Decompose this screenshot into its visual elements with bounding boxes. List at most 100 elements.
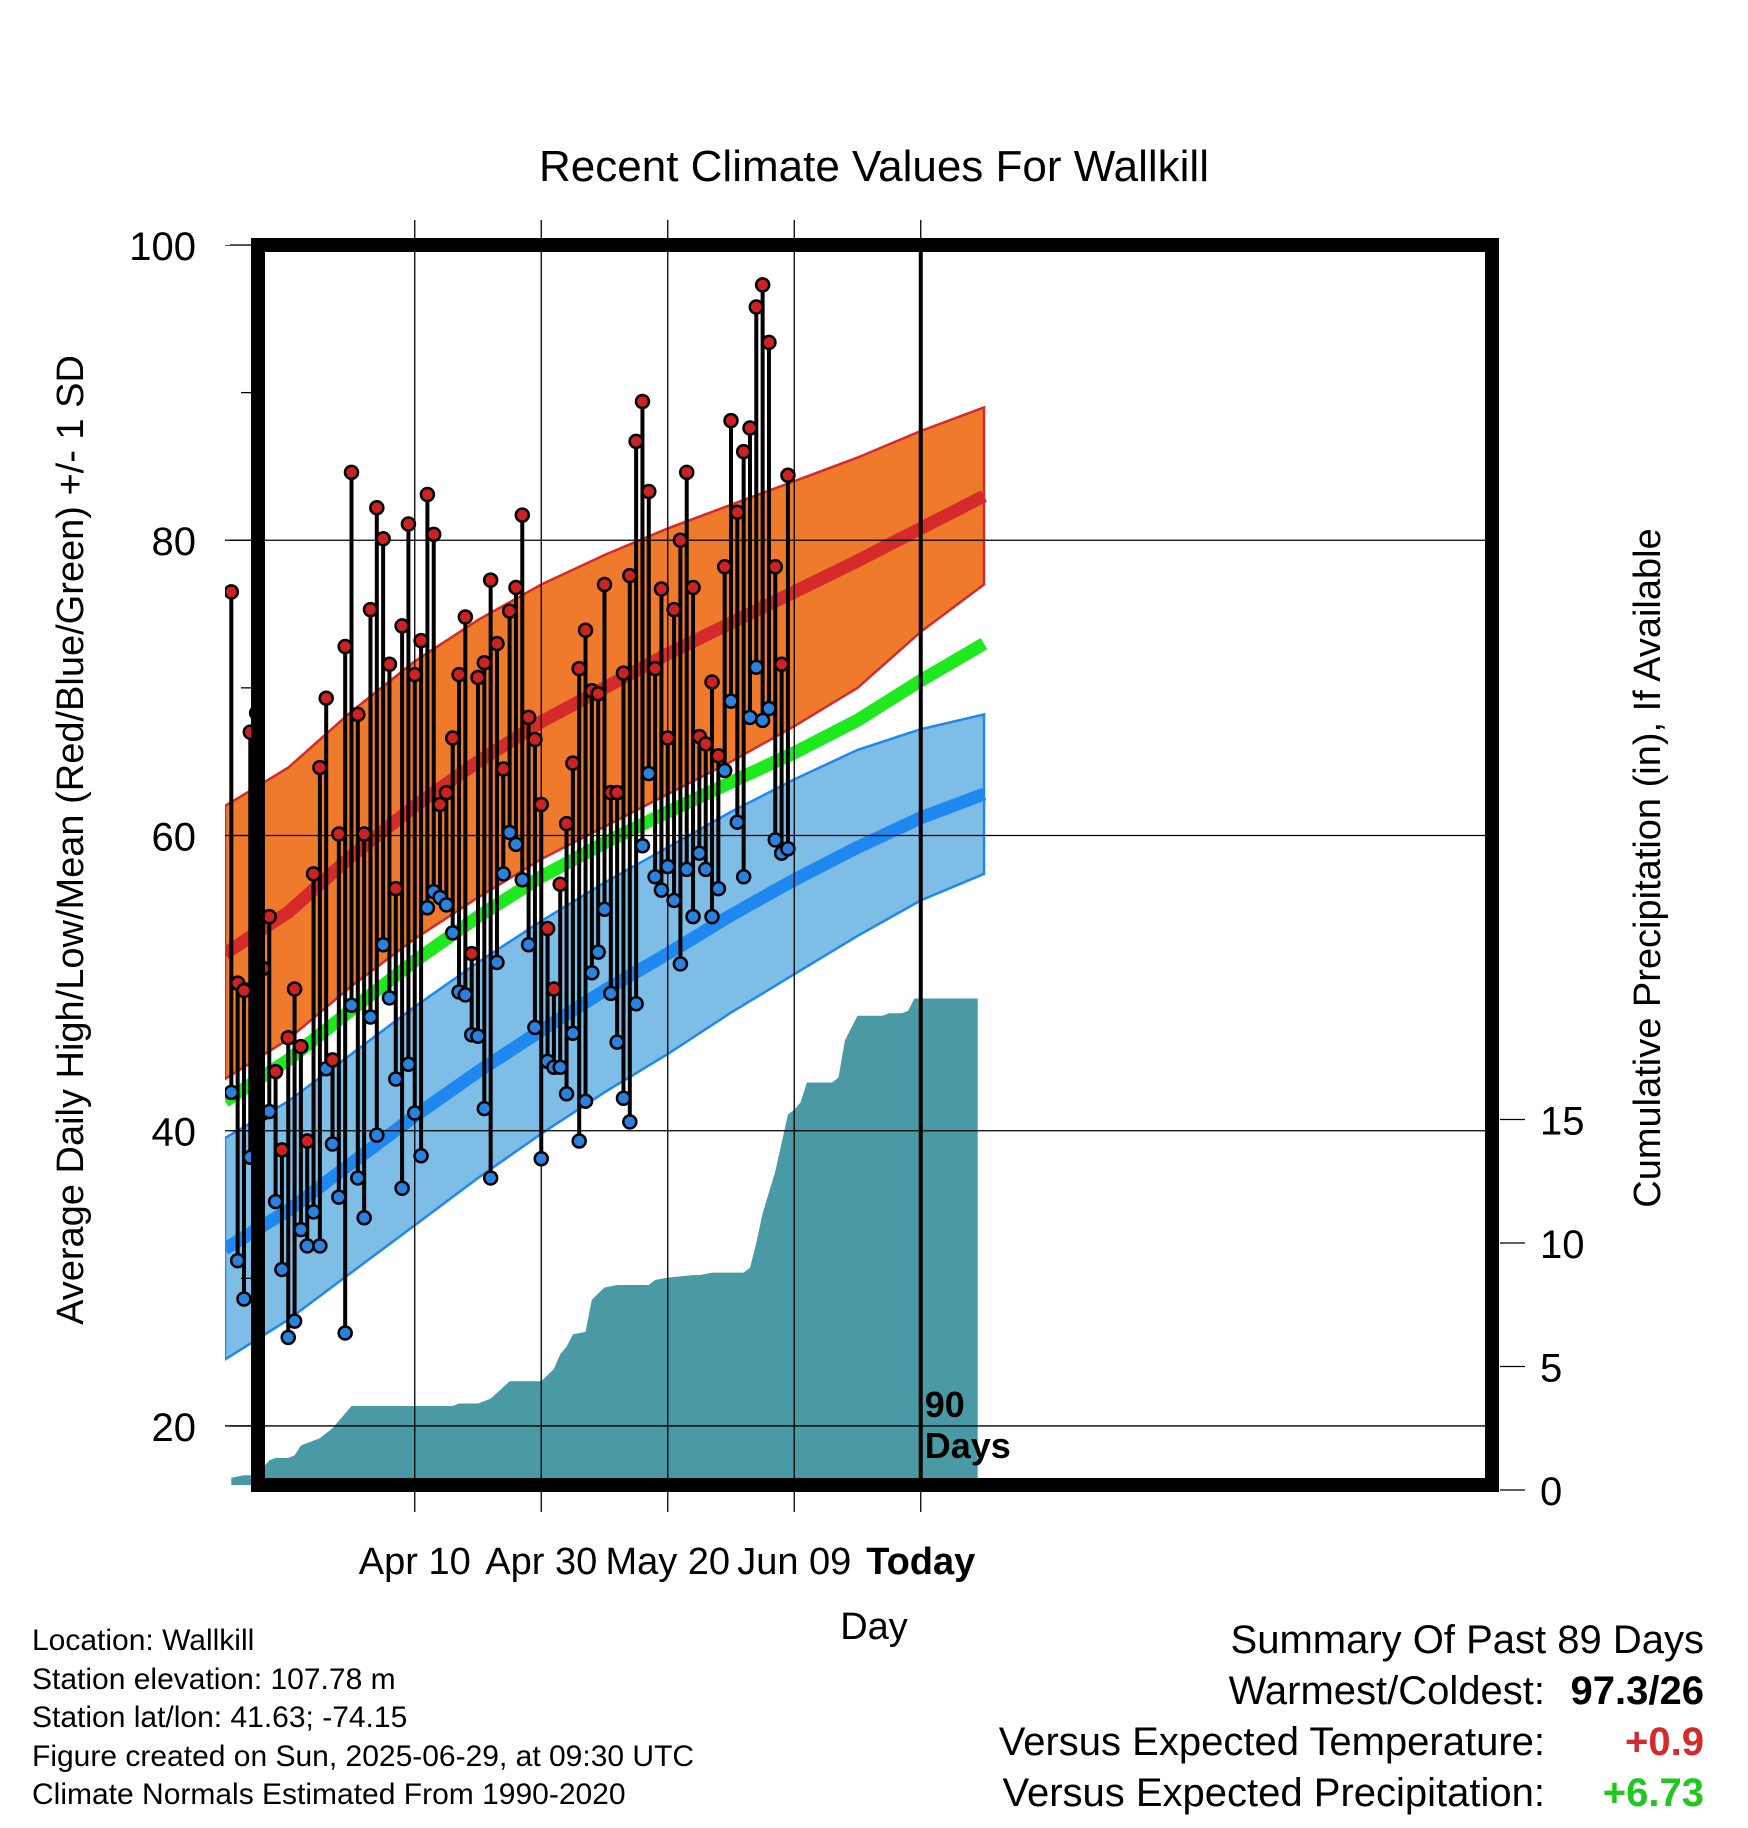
daily-high-point bbox=[343, 464, 360, 481]
daily-high-point bbox=[641, 483, 657, 500]
y-tick-label: 20 bbox=[152, 1406, 197, 1450]
daily-high-point bbox=[615, 665, 632, 681]
daily-high-point bbox=[444, 730, 461, 746]
precipitation-row: Versus Expected Precipitation: +6.73 bbox=[999, 1771, 1704, 1822]
daily-low-point bbox=[577, 1093, 594, 1109]
daily-high-point bbox=[312, 759, 328, 776]
daily-high-point bbox=[565, 755, 581, 771]
daily-low-point bbox=[710, 880, 727, 897]
daily-high-point bbox=[546, 981, 562, 997]
precipitation-value: +6.73 bbox=[1602, 1771, 1704, 1815]
daily-low-point bbox=[407, 1105, 423, 1121]
daily-low-point bbox=[666, 892, 682, 909]
daily-high-point bbox=[660, 730, 676, 746]
daily-low-point bbox=[634, 838, 651, 854]
daily-low-point bbox=[381, 990, 398, 1006]
daily-low-point bbox=[603, 985, 619, 1002]
daily-high-point bbox=[236, 982, 252, 999]
warmest-value: 97.3/26 bbox=[1570, 1669, 1704, 1713]
daily-low-point bbox=[350, 1170, 366, 1186]
daily-high-point bbox=[225, 584, 240, 600]
created-text: Figure created on Sun, 2025-06-29, at 09… bbox=[32, 1739, 695, 1773]
daily-low-point bbox=[596, 901, 613, 918]
today-days-text: Days bbox=[925, 1425, 1011, 1466]
daily-low-point bbox=[324, 1136, 341, 1152]
daily-high-point bbox=[369, 500, 385, 516]
daily-high-point bbox=[754, 277, 771, 293]
x-tick-label: Today bbox=[866, 1541, 975, 1583]
daily-low-point bbox=[457, 987, 474, 1003]
y2-tick-label: 10 bbox=[1540, 1223, 1585, 1267]
daily-low-point bbox=[514, 872, 531, 888]
daily-high-point bbox=[451, 666, 467, 683]
station-info: Location: Wallkill Station elevation: 10… bbox=[32, 1622, 694, 1815]
daily-high-point bbox=[748, 299, 765, 315]
daily-low-point bbox=[286, 1313, 303, 1329]
daily-low-point bbox=[489, 954, 505, 971]
daily-low-point bbox=[571, 1133, 587, 1149]
daily-high-point bbox=[356, 826, 372, 842]
summary-title: Summary Of Past 89 Days bbox=[1230, 1618, 1704, 1662]
daily-low-point bbox=[754, 712, 771, 729]
daily-low-point bbox=[565, 1025, 581, 1042]
today-days-number: 90 bbox=[925, 1384, 965, 1425]
daily-low-point bbox=[470, 1028, 486, 1044]
daily-high-point bbox=[653, 581, 670, 597]
daily-low-point bbox=[609, 1034, 625, 1050]
daily-high-point bbox=[407, 666, 423, 683]
daily-high-point bbox=[634, 393, 651, 410]
daily-high-point bbox=[489, 635, 505, 652]
daily-high-point bbox=[514, 507, 531, 523]
daily-high-point bbox=[413, 632, 429, 649]
daily-high-point bbox=[552, 876, 568, 892]
daily-high-point bbox=[647, 660, 663, 677]
y-tick-label: 100 bbox=[129, 225, 196, 269]
daily-high-point bbox=[773, 656, 790, 672]
daily-high-point bbox=[482, 572, 499, 588]
daily-low-point bbox=[628, 996, 644, 1012]
daily-high-point bbox=[425, 526, 442, 543]
daily-low-point bbox=[742, 709, 758, 726]
daily-high-point bbox=[761, 334, 777, 351]
plot-area bbox=[225, 245, 1490, 1485]
location-text: Location: Wallkill bbox=[32, 1624, 255, 1657]
daily-low-point bbox=[704, 908, 720, 925]
daily-low-point bbox=[362, 1009, 379, 1025]
daily-low-point bbox=[369, 1127, 385, 1143]
daily-high-point bbox=[622, 567, 638, 584]
daily-low-point bbox=[337, 1325, 353, 1341]
daily-low-point bbox=[280, 1329, 296, 1346]
daily-high-point bbox=[400, 516, 417, 532]
chart-title: Recent Climate Values For Wallkill bbox=[539, 142, 1209, 191]
elevation-text: Station elevation: 107.78 m bbox=[32, 1662, 396, 1696]
daily-high-point bbox=[267, 1063, 284, 1080]
daily-high-point bbox=[299, 1133, 315, 1149]
y2-tick-label: 5 bbox=[1540, 1347, 1562, 1391]
daily-low-point bbox=[558, 1086, 575, 1102]
warmest-label: Warmest/Coldest: bbox=[1228, 1669, 1545, 1713]
daily-high-point bbox=[438, 784, 455, 801]
daily-low-point bbox=[419, 900, 436, 916]
daily-low-point bbox=[691, 845, 708, 861]
daily-low-point bbox=[622, 1114, 638, 1130]
y-tick-label: 40 bbox=[152, 1111, 197, 1155]
daily-low-point bbox=[748, 659, 765, 675]
x-tick-label: Apr 10 bbox=[359, 1541, 471, 1583]
daily-low-point bbox=[274, 1261, 290, 1278]
daily-high-point bbox=[293, 1038, 309, 1055]
daily-high-point bbox=[381, 656, 398, 672]
x-axis-label: Day bbox=[840, 1606, 908, 1648]
daily-low-point bbox=[735, 869, 752, 885]
precipitation-label: Versus Expected Precipitation: bbox=[1002, 1771, 1545, 1815]
daily-low-point bbox=[729, 814, 746, 830]
daily-low-point bbox=[375, 936, 391, 953]
daily-high-point bbox=[520, 709, 537, 726]
daily-low-point bbox=[482, 1170, 499, 1186]
precipitation-area bbox=[231, 998, 978, 1485]
daily-low-point bbox=[716, 762, 733, 779]
temperature-label: Versus Expected Temperature: bbox=[998, 1720, 1545, 1764]
daily-low-point bbox=[520, 936, 537, 953]
daily-low-point bbox=[331, 1189, 347, 1205]
daily-low-point bbox=[394, 1180, 410, 1197]
